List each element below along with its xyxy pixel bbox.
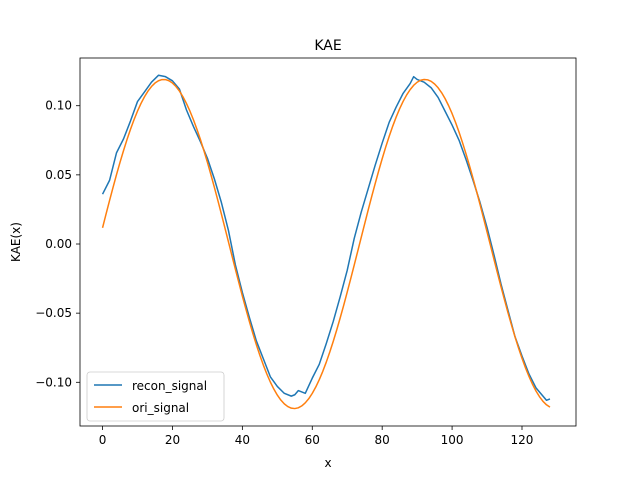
legend-label-ori-signal: ori_signal [132, 401, 189, 415]
x-tick-label: 40 [235, 433, 250, 447]
x-axis-label: x [324, 456, 331, 470]
chart-title: KAE [314, 38, 341, 54]
x-tick-label: 0 [99, 433, 107, 447]
x-tick-label: 60 [305, 433, 320, 447]
y-tick-label: −0.10 [35, 375, 72, 389]
y-axis-ticks: −0.10 −0.05 0.00 0.05 0.10 [35, 99, 80, 389]
x-axis-ticks: 0 20 40 60 80 100 120 [99, 426, 534, 447]
y-tick-label: 0.00 [45, 237, 72, 251]
x-tick-label: 120 [511, 433, 534, 447]
x-tick-label: 20 [165, 433, 180, 447]
plot-frame [79, 57, 577, 427]
series-lines [101, 74, 551, 410]
y-axis-label: KAE(x) [9, 222, 23, 262]
legend-label-recon-signal: recon_signal [132, 379, 207, 393]
x-tick-label: 100 [441, 433, 464, 447]
y-tick-label: 0.10 [45, 99, 72, 113]
y-tick-label: 0.05 [45, 168, 72, 182]
legend: recon_signal ori_signal [86, 371, 225, 422]
series-line-ori-signal [101, 78, 551, 410]
x-tick-label: 80 [375, 433, 390, 447]
y-tick-label: −0.05 [35, 306, 72, 320]
